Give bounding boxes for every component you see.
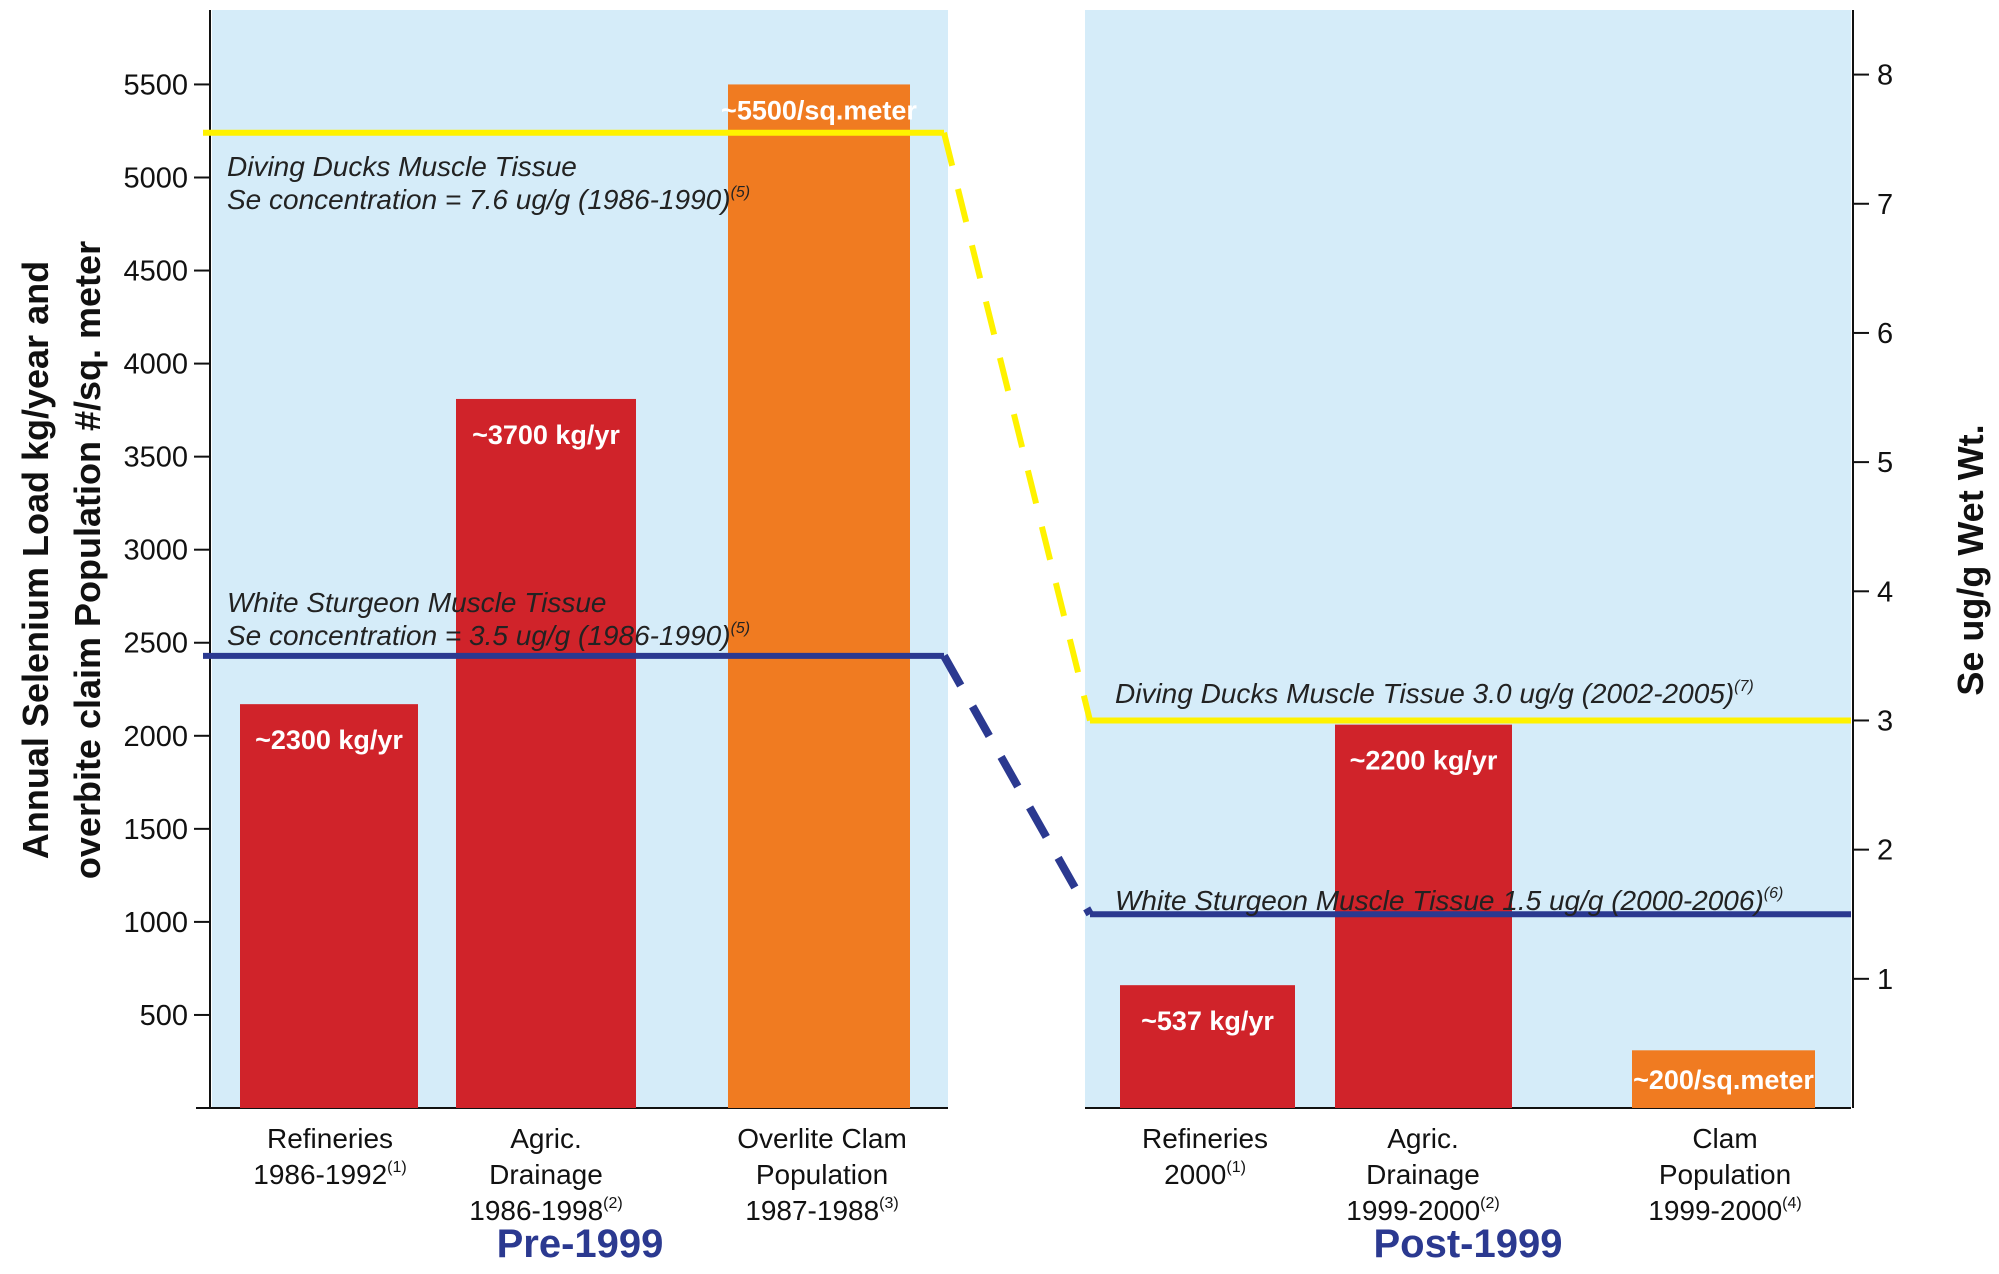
footnote-ref: (3): [879, 1195, 899, 1212]
left-axis-title-line: Annual Selenium Load kg/year and: [15, 261, 56, 859]
left-tick-label: 2000: [123, 721, 188, 753]
right-tick-label: 5: [1877, 447, 1893, 479]
category-label: Clam: [1692, 1123, 1757, 1154]
tissue-annotation: Diving Ducks Muscle Tissue 3.0 ug/g (200…: [1115, 678, 1754, 709]
category-label: Agric.: [1387, 1123, 1459, 1154]
bar-value-label: ~3700 kg/yr: [472, 420, 620, 450]
category-label: Population: [1659, 1159, 1791, 1190]
bar-value-label: ~5500/sq.meter: [721, 95, 917, 125]
category-label: 2000(1): [1164, 1159, 1246, 1190]
right-axis-title-text: Se ug/g Wet Wt.: [1950, 424, 1991, 695]
tissue-line-connector: [940, 653, 1094, 917]
tissue-annotation: Diving Ducks Muscle Tissue: [227, 151, 577, 182]
footnote-ref: (2): [603, 1195, 623, 1212]
left-tick-label: 2500: [123, 628, 188, 660]
period-label: Post-1999: [1374, 1222, 1563, 1266]
category-label: 1999-2000(2): [1346, 1195, 1499, 1226]
footnote-ref: (1): [387, 1159, 407, 1176]
left-axis-title-line: overbite claim Population #/sq. meter: [67, 241, 108, 879]
left-axis-title: Annual Selenium Load kg/year and overbite…: [15, 241, 108, 879]
left-tick-label: 5500: [123, 69, 188, 101]
left-tick-label: 3000: [123, 535, 188, 567]
right-tick-label: 2: [1877, 835, 1893, 867]
tissue-annotation: Se concentration = 3.5 ug/g (1986-1990)(…: [227, 620, 750, 651]
footnote-ref: (4): [1782, 1195, 1802, 1212]
right-tick-label: 4: [1877, 576, 1893, 608]
left-tick-label: 1000: [123, 907, 188, 939]
right-tick-label: 8: [1877, 60, 1893, 92]
footnote-ref: (5): [731, 184, 751, 201]
category-label: Refineries: [267, 1123, 393, 1154]
category-label: Overlite Clam: [737, 1123, 907, 1154]
tissue-annotation: White Sturgeon Muscle Tissue 1.5 ug/g (2…: [1115, 885, 1783, 916]
bar-value-label: ~200/sq.meter: [1633, 1065, 1814, 1095]
footnote-ref: (1): [1226, 1159, 1246, 1176]
category-label: 1986-1992(1): [253, 1159, 406, 1190]
category-label: 1986-1998(2): [469, 1195, 622, 1226]
bar-value-label: ~537 kg/yr: [1141, 1006, 1274, 1036]
left-tick-label: 3500: [123, 442, 188, 474]
right-tick-label: 7: [1877, 189, 1893, 221]
right-tick-label: 3: [1877, 705, 1893, 737]
period-label: Pre-1999: [497, 1222, 664, 1266]
bar-value-label: ~2300 kg/yr: [255, 725, 403, 755]
right-tick-label: 1: [1877, 964, 1893, 996]
left-tick-label: 4000: [123, 349, 188, 381]
left-tick-label: 4500: [123, 256, 188, 288]
footnote-ref: (6): [1764, 885, 1784, 902]
category-label: Population: [756, 1159, 888, 1190]
category-label: 1987-1988(3): [745, 1195, 898, 1226]
right-tick-label: 6: [1877, 318, 1893, 350]
category-label: 1999-2000(4): [1648, 1195, 1801, 1226]
footnote-ref: (2): [1480, 1195, 1500, 1212]
category-label: Drainage: [489, 1159, 603, 1190]
footnote-ref: (5): [731, 620, 751, 637]
left-tick-label: 1500: [123, 814, 188, 846]
bar: [1632, 1050, 1815, 1108]
bar: [240, 704, 418, 1108]
left-tick-label: 500: [140, 1000, 188, 1032]
right-axis-title: Se ug/g Wet Wt.: [1950, 424, 1991, 695]
tissue-annotation: Se concentration = 7.6 ug/g (1986-1990)(…: [227, 184, 750, 215]
footnote-ref: (7): [1734, 678, 1754, 695]
left-tick-label: 5000: [123, 162, 188, 194]
bar-value-label: ~2200 kg/yr: [1350, 746, 1498, 776]
tissue-line-connector: [941, 131, 1093, 722]
category-label: Refineries: [1142, 1123, 1268, 1154]
bar: [456, 398, 636, 1109]
tissue-annotation: White Sturgeon Muscle Tissue: [227, 587, 606, 618]
bar: [728, 84, 910, 1109]
bar: [1120, 985, 1295, 1108]
category-label: Agric.: [510, 1123, 582, 1154]
category-label: Drainage: [1366, 1159, 1480, 1190]
